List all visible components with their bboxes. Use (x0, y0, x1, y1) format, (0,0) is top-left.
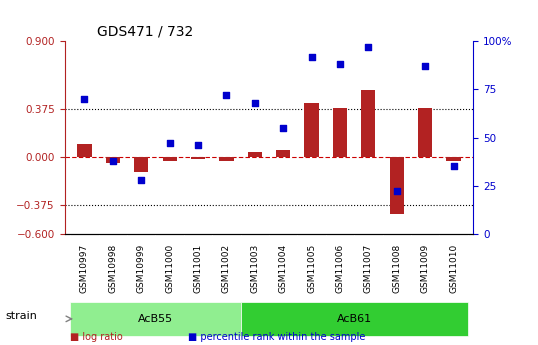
Point (364, 45, 373, 50)
Bar (276, 150, 291, 157)
Point (222, 92, 231, 98)
Bar (418, 108, 432, 157)
Point (137, 177, 145, 183)
Text: GSM11004: GSM11004 (279, 244, 288, 293)
Text: GSM11000: GSM11000 (165, 244, 174, 293)
Bar (134, 157, 148, 172)
Text: ■ percentile rank within the sample: ■ percentile rank within the sample (188, 332, 366, 342)
Bar (106, 157, 120, 163)
Bar (220, 157, 233, 161)
Bar (162, 157, 176, 161)
Point (251, 100, 259, 106)
Point (279, 125, 287, 131)
Point (194, 142, 202, 148)
Bar (247, 152, 262, 157)
Text: GSM11009: GSM11009 (421, 244, 430, 293)
Text: ■ log ratio: ■ log ratio (70, 332, 123, 342)
Bar (305, 103, 318, 157)
Text: GSM10998: GSM10998 (108, 244, 117, 293)
Text: GSM10999: GSM10999 (137, 244, 146, 293)
Text: GDS471 / 732: GDS471 / 732 (97, 24, 193, 38)
Text: GSM11007: GSM11007 (364, 244, 373, 293)
Point (336, 62, 344, 67)
Point (449, 164, 458, 169)
Text: GSM11001: GSM11001 (194, 244, 202, 293)
Bar (390, 157, 404, 215)
Point (109, 158, 117, 164)
Text: GSM11003: GSM11003 (250, 244, 259, 293)
Bar (191, 157, 205, 159)
FancyBboxPatch shape (240, 302, 468, 336)
Bar (77, 144, 91, 157)
Point (307, 54, 316, 60)
Bar (447, 157, 461, 161)
Text: GSM10997: GSM10997 (80, 244, 89, 293)
Text: GSM11008: GSM11008 (392, 244, 401, 293)
Bar (333, 108, 347, 157)
FancyBboxPatch shape (70, 302, 240, 336)
Text: strain: strain (5, 311, 37, 321)
Point (80, 96, 89, 102)
Text: GSM11006: GSM11006 (336, 244, 344, 293)
Text: AcB61: AcB61 (337, 314, 372, 324)
Text: GSM11005: GSM11005 (307, 244, 316, 293)
Point (165, 140, 174, 146)
Point (421, 63, 429, 69)
Text: GSM11010: GSM11010 (449, 244, 458, 293)
Point (393, 189, 401, 194)
Text: GSM11002: GSM11002 (222, 244, 231, 293)
Bar (362, 90, 376, 157)
Text: AcB55: AcB55 (138, 314, 173, 324)
